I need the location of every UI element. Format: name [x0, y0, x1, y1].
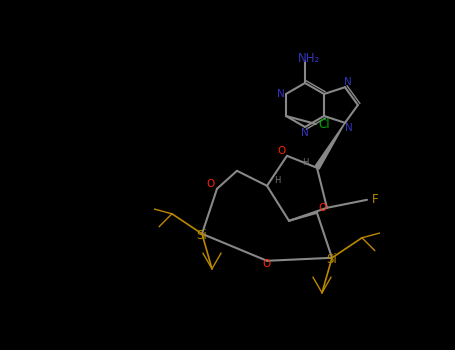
Text: O: O	[207, 179, 215, 189]
Text: O: O	[319, 203, 327, 213]
Text: H: H	[274, 176, 280, 185]
Text: H: H	[302, 158, 308, 167]
Text: F: F	[372, 193, 378, 206]
Text: N: N	[301, 128, 309, 138]
Text: N: N	[345, 123, 353, 133]
Text: NH₂: NH₂	[298, 51, 320, 64]
Text: Si: Si	[197, 229, 207, 242]
Text: Si: Si	[327, 253, 337, 266]
Text: O: O	[263, 259, 271, 269]
Text: N: N	[344, 77, 352, 87]
Polygon shape	[315, 123, 345, 169]
Text: O: O	[278, 146, 286, 156]
Text: Cl: Cl	[318, 118, 330, 131]
Text: N: N	[277, 89, 285, 99]
